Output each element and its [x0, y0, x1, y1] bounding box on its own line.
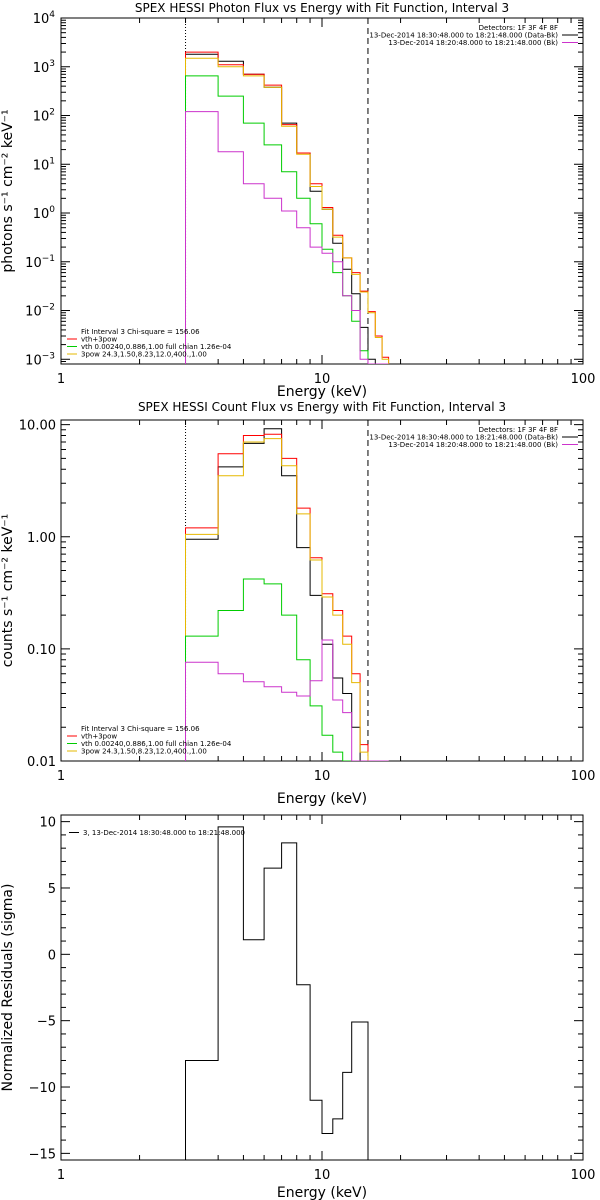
- x-tick-label: 100: [571, 769, 596, 784]
- y-tick-label: −15: [29, 1147, 56, 1162]
- y-tick-label: 10−2: [25, 303, 55, 320]
- y-tick-label: 1.00: [27, 531, 56, 546]
- x-tick-label: 1: [57, 372, 65, 387]
- series-line-0: [185, 826, 369, 1160]
- x-tick-label: 1: [57, 1168, 65, 1183]
- legend-bl-text: Fit Interval 3 Chi-square = 156.06: [81, 328, 200, 336]
- legend-tr-text: Detectors: 1F 3F 4F 8F: [479, 24, 558, 32]
- legend-tr-text: 13-Dec-2014 18:20:48.000 to 18:21:48.000…: [388, 39, 558, 47]
- series-group: [185, 51, 390, 364]
- series-line-3: [185, 578, 389, 761]
- series-line-1: [185, 433, 389, 761]
- y-tick-label: −10: [29, 1081, 56, 1096]
- x-axis-label: Energy (keV): [277, 384, 367, 400]
- series-group: [185, 826, 369, 1160]
- x-tick-label: 10: [314, 1168, 331, 1183]
- legend-bl-text: vth+3pow: [81, 336, 117, 344]
- y-axis-label: Normalized Residuals (sigma): [0, 884, 16, 1092]
- chart-title: SPEX HESSI Count Flux vs Energy with Fit…: [138, 400, 506, 414]
- series-line-2: [185, 438, 389, 761]
- y-tick-label: 104: [33, 10, 56, 27]
- legend-tl-text: 3, 13-Dec-2014 18:30:48.000 to 18:21:48.…: [83, 829, 245, 837]
- y-tick-label: 100: [33, 205, 56, 222]
- y-tick-label: −5: [37, 1015, 56, 1030]
- y-tick-label: 0.10: [27, 643, 56, 658]
- x-axis-label: Energy (keV): [277, 1185, 367, 1200]
- legend-bl-text: vth+3pow: [81, 733, 117, 741]
- y-tick-label: 5: [48, 882, 56, 897]
- y-tick-label: 10−1: [25, 254, 55, 271]
- legend-bl-text: 3pow 24.3,1.50,8.23,12.0,400.,1.00: [81, 351, 207, 359]
- legend-bl-text: Fit Interval 3 Chi-square = 156.06: [81, 725, 200, 733]
- y-tick-label: 103: [33, 59, 55, 76]
- legend-bl-text: 3pow 24.3,1.50,8.23,12.0,400.,1.00: [81, 748, 207, 756]
- residuals-panel: 1 10 100 Energy (keV) 10 5 0 −5 −10 −15 Normalized…: [0, 814, 596, 1200]
- y-tick-label: 0: [48, 948, 56, 963]
- series-line-1: [185, 51, 390, 364]
- legend-bl-text: vth 0.00240,0.886,1.00 full chian 1.26e-…: [81, 740, 232, 748]
- series-group: [185, 428, 389, 761]
- y-tick-label: 10: [39, 816, 56, 831]
- x-axis-label: Energy (keV): [277, 791, 367, 807]
- series-line-3: [185, 75, 389, 364]
- legend-bl-text: vth 0.00240,0.886,1.00 full chian 1.26e-…: [81, 343, 232, 351]
- y-axis-label: counts s⁻¹ cm⁻² keV⁻¹: [0, 514, 16, 668]
- x-tick-label: 10: [314, 372, 331, 387]
- series-line-4: [185, 111, 389, 364]
- series-line-0: [185, 428, 389, 761]
- x-tick-label: 1: [57, 769, 65, 784]
- legend-tr-text: Detectors: 1F 3F 4F 8F: [479, 426, 558, 434]
- photon-flux-panel: SPEX HESSI Photon Flux vs Energy with Fi…: [0, 1, 595, 400]
- count-flux-panel: SPEX HESSI Count Flux vs Energy with Fit…: [0, 400, 595, 807]
- y-axis-label: photons s⁻¹ cm⁻² keV⁻¹: [0, 109, 16, 272]
- x-tick-label: 100: [571, 372, 596, 387]
- series-line-0: [185, 53, 389, 364]
- legend-tr-text: 13-Dec-2014 18:30:48.000 to 18:21:48.000…: [369, 434, 558, 442]
- series-line-2: [185, 57, 390, 364]
- x-tick-label: 100: [571, 1168, 596, 1183]
- chart-title: SPEX HESSI Photon Flux vs Energy with Fi…: [135, 1, 509, 15]
- x-tick-label: 10: [314, 769, 331, 784]
- y-tick-label: 0.01: [27, 755, 56, 770]
- y-tick-label: 10.00: [19, 419, 56, 434]
- y-tick-label: 101: [33, 156, 55, 173]
- legend-tr-text: 13-Dec-2014 18:20:48.000 to 18:21:48.000…: [388, 441, 558, 449]
- y-tick-label: 102: [33, 108, 55, 125]
- y-tick-label: 10−3: [25, 351, 55, 368]
- legend-tr-text: 13-Dec-2014 18:30:48.000 to 18:21:48.000…: [369, 32, 558, 40]
- series-line-4: [185, 639, 389, 761]
